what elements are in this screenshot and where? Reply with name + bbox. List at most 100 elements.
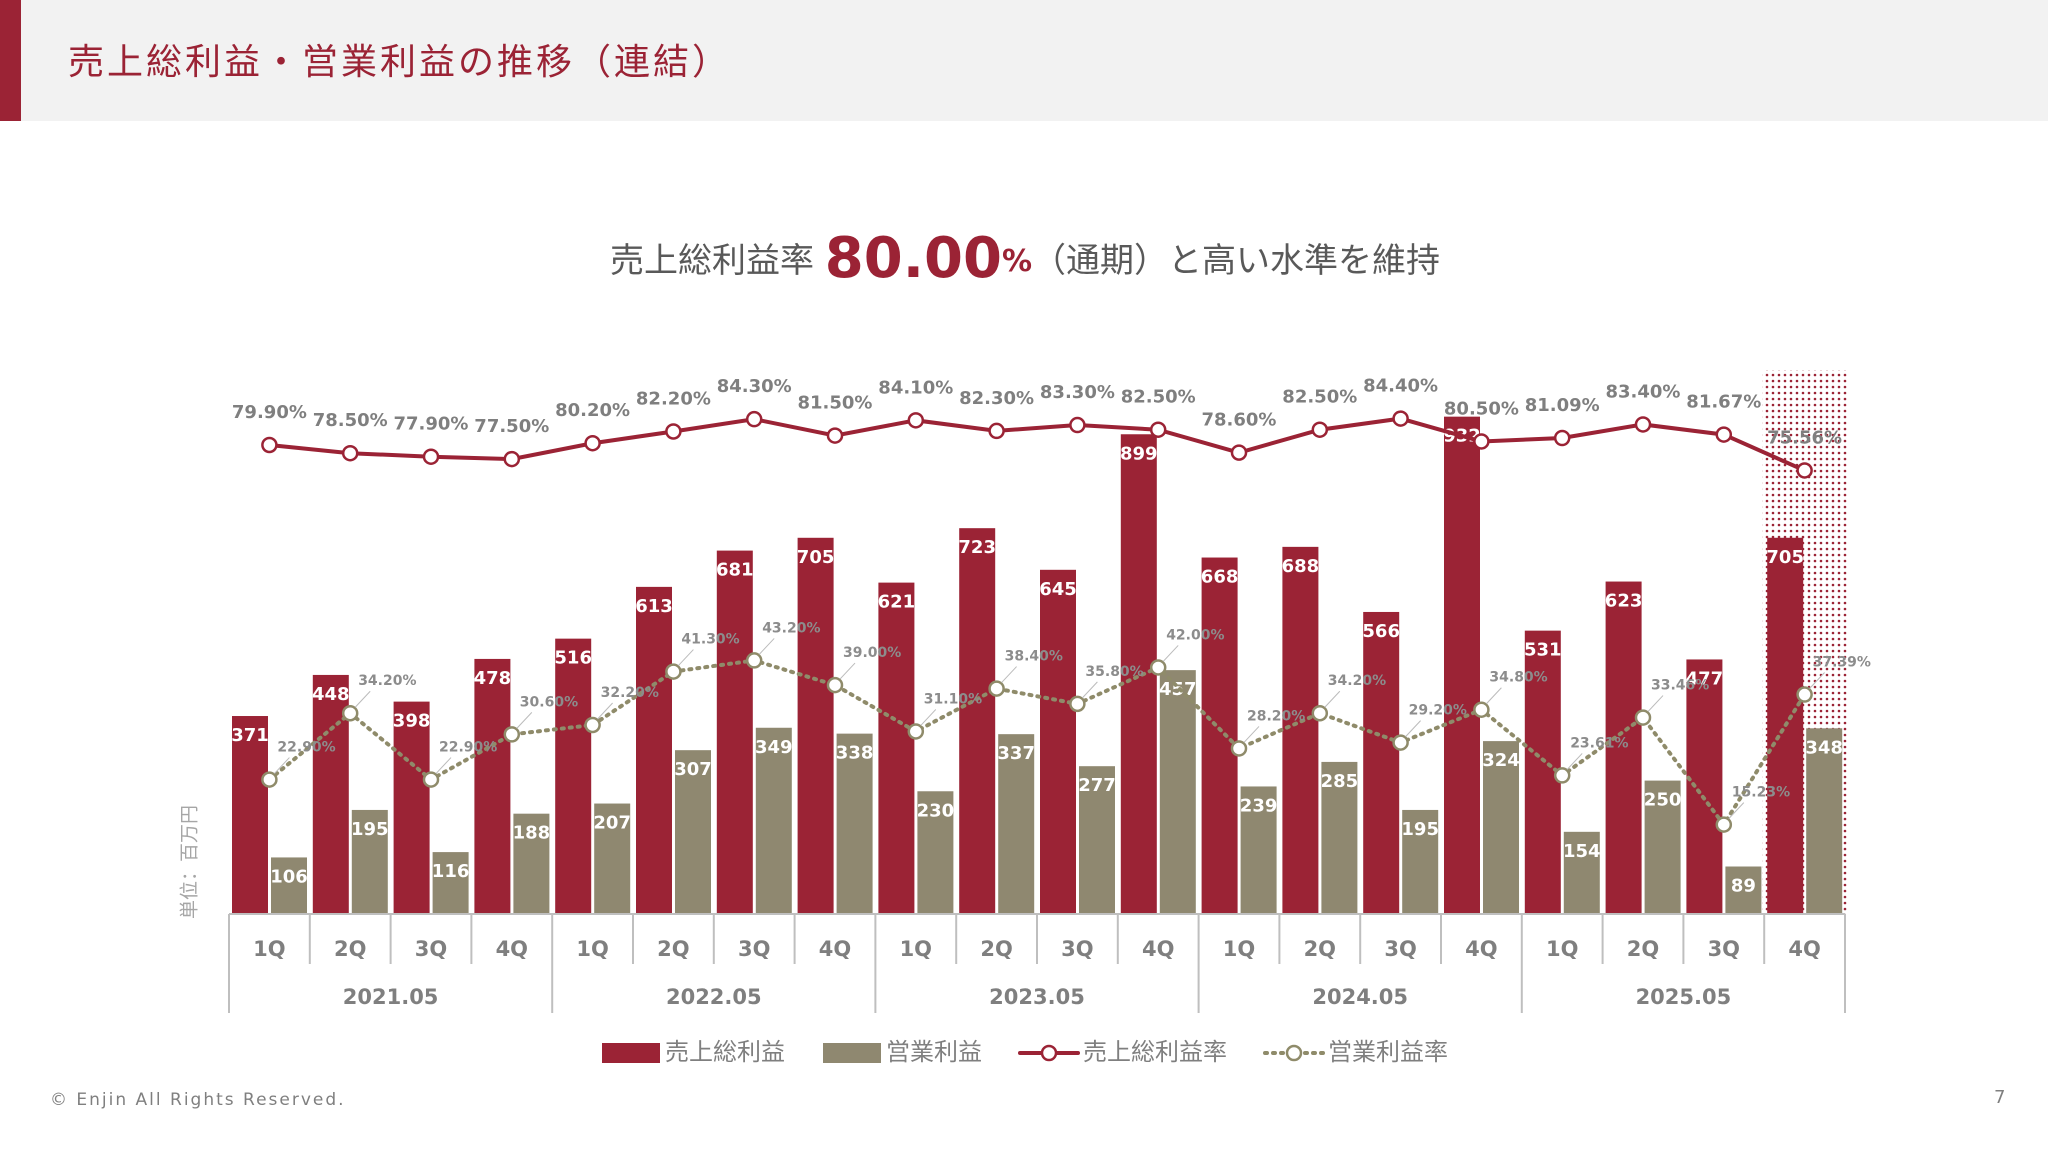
bar-value-label: 448	[312, 684, 350, 705]
line-value-label: 77.50%	[474, 416, 549, 437]
bar-value-label: 688	[1282, 556, 1320, 577]
bar	[1321, 761, 1358, 914]
page-title: 売上総利益・営業利益の推移（連結）	[68, 42, 731, 83]
line-value-label: 83.30%	[1040, 382, 1115, 403]
label-leader	[1324, 690, 1341, 708]
label-leader	[516, 712, 533, 729]
bar-value-label: 566	[1362, 621, 1400, 642]
bar-value-label: 705	[1766, 547, 1804, 568]
line-marker	[261, 436, 278, 454]
page-number: 7	[1994, 1087, 2005, 1108]
line-value-label: 34.20%	[1328, 673, 1386, 689]
bar	[878, 582, 915, 914]
bar	[998, 734, 1035, 914]
bar-value-label: 337	[997, 743, 1035, 764]
line-marker	[826, 676, 844, 694]
line-marker	[1311, 704, 1329, 722]
label-leader	[678, 649, 694, 666]
bar	[1282, 546, 1319, 914]
line-marker	[341, 704, 359, 722]
bar-value-label: 239	[1240, 795, 1278, 816]
bar	[432, 852, 469, 914]
bar-value-label: 285	[1321, 771, 1359, 792]
x-tick-label: 3Q	[1384, 937, 1416, 961]
x-tick-label: 1Q	[576, 937, 608, 961]
line-marker	[988, 680, 1005, 697]
bar	[393, 701, 430, 914]
header-band	[0, 0, 2048, 121]
legend-swatch	[823, 1043, 881, 1063]
x-group-label: 2025.05	[1636, 985, 1732, 1009]
line-marker	[261, 771, 278, 788]
line-value-label: 32.20%	[601, 685, 659, 701]
line-value-label: 15.23%	[1732, 785, 1790, 801]
line-value-label: 80.50%	[1444, 398, 1519, 419]
x-tick-label: 3Q	[1061, 937, 1093, 961]
bar-value-label: 457	[1159, 679, 1197, 700]
line-marker	[1796, 462, 1813, 479]
legend-label: 営業利益	[886, 1038, 982, 1066]
line-marker	[1149, 659, 1167, 676]
subtitle-text: 売上総利益率	[610, 241, 814, 281]
line-value-label: 30.60%	[520, 694, 578, 710]
legend-marker	[1040, 1044, 1058, 1062]
bar	[1725, 866, 1762, 914]
bar	[1040, 569, 1076, 914]
x-tick-label: 3Q	[738, 937, 770, 961]
line-marker	[1553, 429, 1571, 447]
bar-value-label: 477	[1686, 668, 1724, 689]
bar-value-label: 307	[674, 759, 712, 780]
bar	[1806, 728, 1843, 914]
legend-swatch	[602, 1043, 660, 1063]
bar	[1402, 809, 1439, 914]
bar	[1605, 581, 1642, 914]
bar	[474, 658, 511, 914]
line-value-label: 39.00%	[843, 645, 901, 661]
line-marker	[1473, 701, 1490, 718]
legend-marker	[1285, 1044, 1303, 1062]
bar	[1120, 434, 1157, 914]
line-marker	[422, 771, 440, 788]
bar-value-label: 668	[1201, 567, 1239, 588]
bar	[1201, 557, 1238, 914]
x-tick-label: 3Q	[415, 937, 447, 961]
bar	[1644, 780, 1681, 914]
line-value-label: 38.40%	[1005, 649, 1063, 665]
bar-value-label: 349	[755, 737, 793, 758]
bar-value-label: 645	[1039, 579, 1077, 600]
line-value-label: 28.20%	[1247, 708, 1305, 724]
bar-value-label: 154	[1563, 841, 1601, 862]
label-leader	[1405, 720, 1421, 737]
line-value-label: 31.10%	[924, 691, 982, 707]
bar	[636, 586, 672, 914]
x-group-label: 2022.05	[666, 985, 762, 1009]
line-value-label: 81.09%	[1525, 395, 1600, 416]
line-value-label: 81.67%	[1686, 392, 1761, 413]
line-value-label: 82.20%	[636, 388, 711, 409]
bar-value-label: 371	[231, 725, 269, 746]
bar	[797, 537, 834, 914]
subtitle-text: （通期）と高い水準を維持	[1032, 241, 1440, 281]
label-leader	[1162, 645, 1179, 662]
x-group-label: 2023.05	[989, 985, 1085, 1009]
bar-value-label: 516	[554, 648, 592, 669]
x-tick-label: 1Q	[253, 937, 285, 961]
line-marker	[988, 422, 1005, 440]
line-marker	[1230, 444, 1248, 461]
line-marker	[1473, 433, 1490, 450]
x-tick-label: 3Q	[1708, 937, 1740, 961]
bar-value-label: 705	[797, 547, 835, 568]
line-marker	[907, 412, 925, 429]
line	[267, 416, 1807, 473]
chart: 371 448 398 478 516 613 681 705 621 723 645 899 668 6…	[179, 370, 1871, 1066]
bar	[513, 813, 550, 914]
bar-value-label: 899	[1120, 443, 1158, 464]
line-value-label: 33.46%	[1651, 678, 1709, 694]
label-leader	[1082, 681, 1098, 699]
bar	[271, 857, 307, 914]
x-tick-label: 1Q	[1546, 937, 1578, 961]
line-marker	[1069, 695, 1086, 713]
bar	[917, 791, 954, 914]
line-value-label: 81.50%	[798, 393, 873, 414]
line-value-label: 84.10%	[878, 377, 953, 398]
